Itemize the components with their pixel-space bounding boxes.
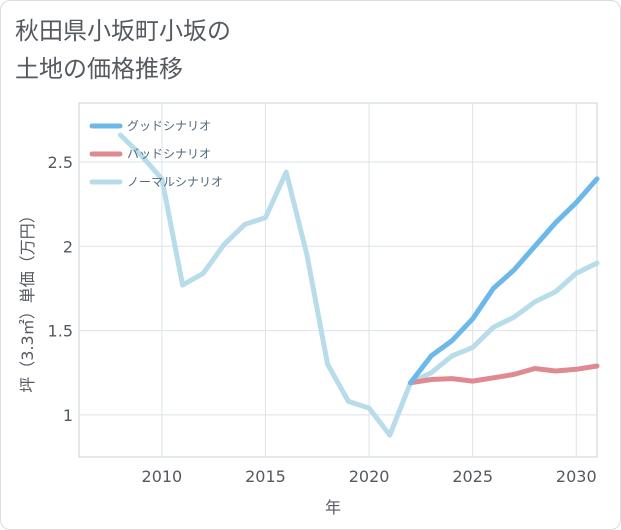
- y-tick-label-2: 2: [63, 237, 73, 256]
- x-tick-label-2010: 2010: [142, 467, 183, 486]
- series-line-1: [408, 363, 600, 386]
- x-tick-label-2030: 2030: [556, 467, 597, 486]
- x-tick-label-2020: 2020: [349, 467, 390, 486]
- legend-label-0: グッドシナリオ: [127, 119, 211, 133]
- x-axis-label: 年: [325, 498, 341, 517]
- y-tick-label-3: 2.5: [48, 153, 73, 172]
- chart-title-line-2: 土地の価格推移: [15, 55, 183, 83]
- chart-title-line-1: 秋田県小坂町小坂の: [15, 17, 231, 45]
- legend-label-1: バッドシナリオ: [127, 147, 211, 161]
- grid-lines: [79, 103, 597, 457]
- series-lines: [117, 132, 600, 438]
- chart-title: 秋田県小坂町小坂の 土地の価格推移: [15, 12, 335, 88]
- series-line-0: [408, 176, 600, 386]
- series-line-2: [117, 132, 600, 438]
- y-axis-label: 坪（3.3㎡）単価（万円）: [18, 207, 37, 392]
- x-tick-label-2025: 2025: [452, 467, 493, 486]
- axis-ticks: 2010 2015 2020 2025 2030 1 1.5 2 2.5: [48, 153, 597, 486]
- legend-label-2: ノーマルシナリオ: [127, 175, 223, 189]
- y-tick-label-1: 1.5: [48, 322, 73, 341]
- x-tick-label-2015: 2015: [245, 467, 286, 486]
- y-tick-label-0: 1: [63, 406, 73, 425]
